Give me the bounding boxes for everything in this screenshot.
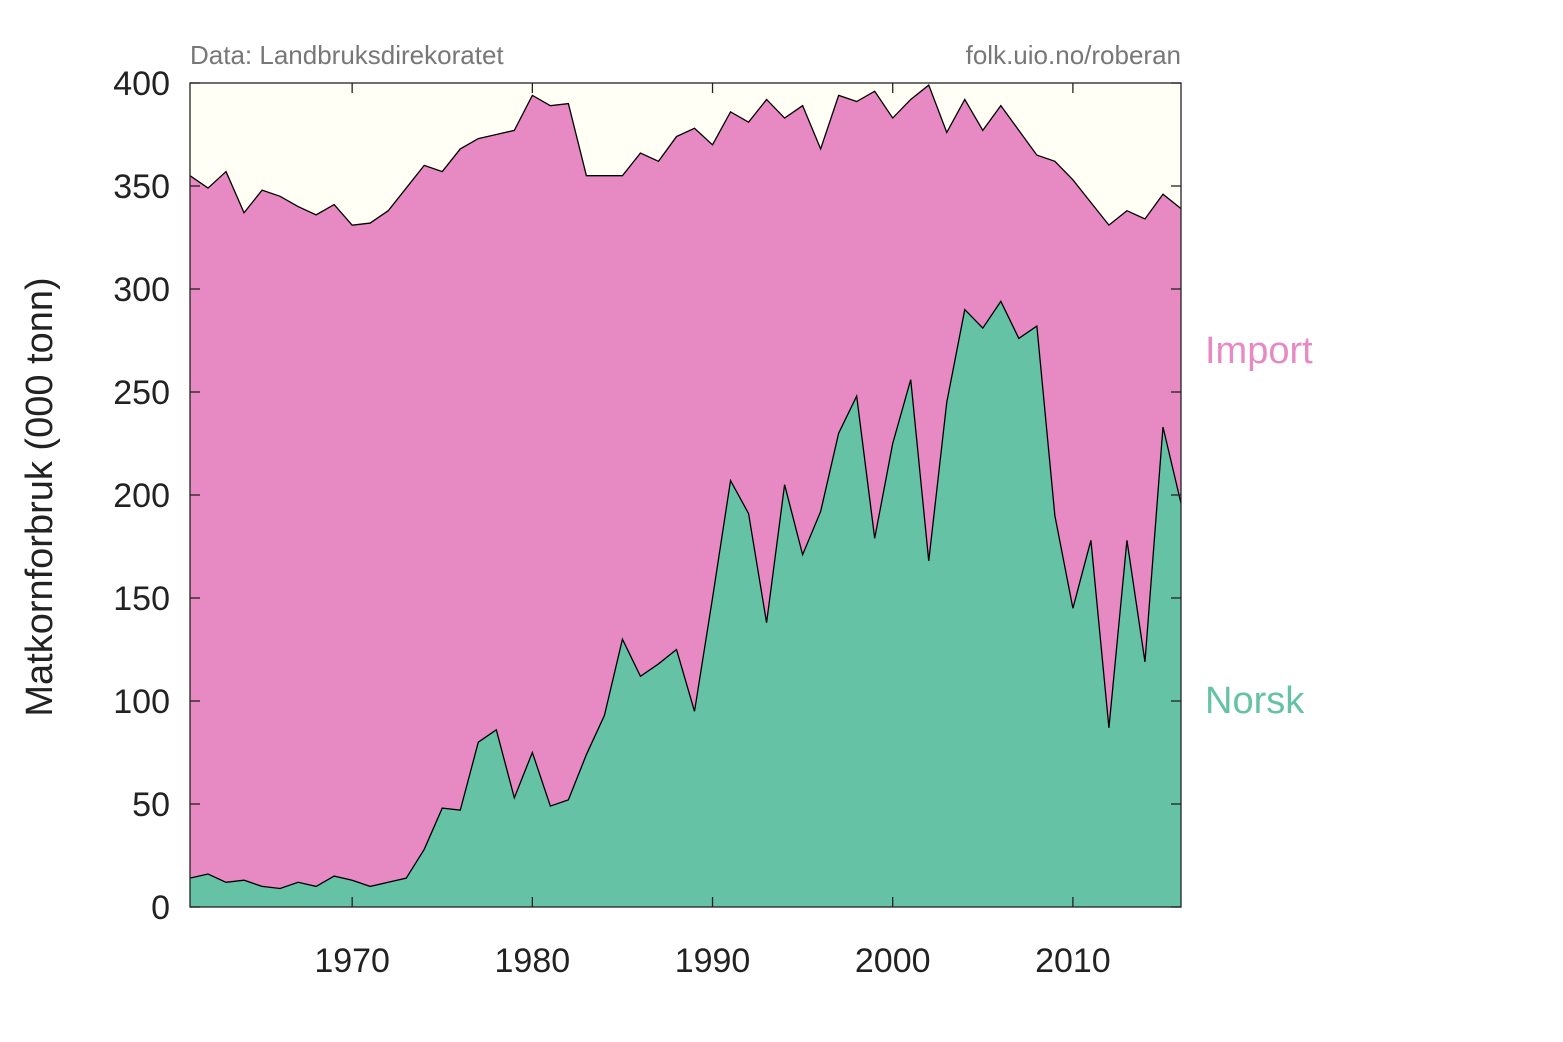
line-import-top — [189, 83, 1182, 227]
y-tick-label: 400 — [113, 65, 170, 103]
series-areas — [189, 83, 1182, 907]
y-tick-label: 100 — [113, 683, 170, 721]
area-import — [190, 85, 1181, 889]
y-tick-label: 300 — [113, 271, 170, 309]
x-tick-label: 1980 — [495, 942, 571, 980]
source-note: Data: Landbruksdirekoratet — [190, 40, 504, 70]
line-norsk-top — [189, 300, 1182, 890]
y-tick-label: 250 — [113, 374, 170, 412]
y-tick-label: 50 — [132, 786, 170, 824]
y-tick-label: 150 — [113, 580, 170, 618]
y-tick-label: 350 — [113, 168, 170, 206]
series-labels: Norsk Import — [1205, 330, 1313, 722]
area-norsk — [190, 301, 1181, 907]
x-tick-label: 1990 — [675, 942, 751, 980]
y-ticks: 0 50 100 150 200 250 300 350 400 — [113, 65, 1181, 927]
series-label-import: Import — [1205, 330, 1313, 372]
x-ticks: 1970 1980 1990 2000 2010 — [314, 83, 1111, 980]
x-tick-label: 1970 — [314, 942, 390, 980]
x-tick-label: 2000 — [855, 942, 931, 980]
credit-note: folk.uio.no/roberan — [966, 40, 1181, 70]
y-tick-label: 200 — [113, 477, 170, 515]
x-tick-label: 2010 — [1035, 942, 1111, 980]
series-label-norsk: Norsk — [1205, 680, 1305, 722]
y-tick-label: 0 — [151, 889, 170, 927]
y-axis-label: Matkornforbruk (000 tonn) — [19, 277, 61, 716]
